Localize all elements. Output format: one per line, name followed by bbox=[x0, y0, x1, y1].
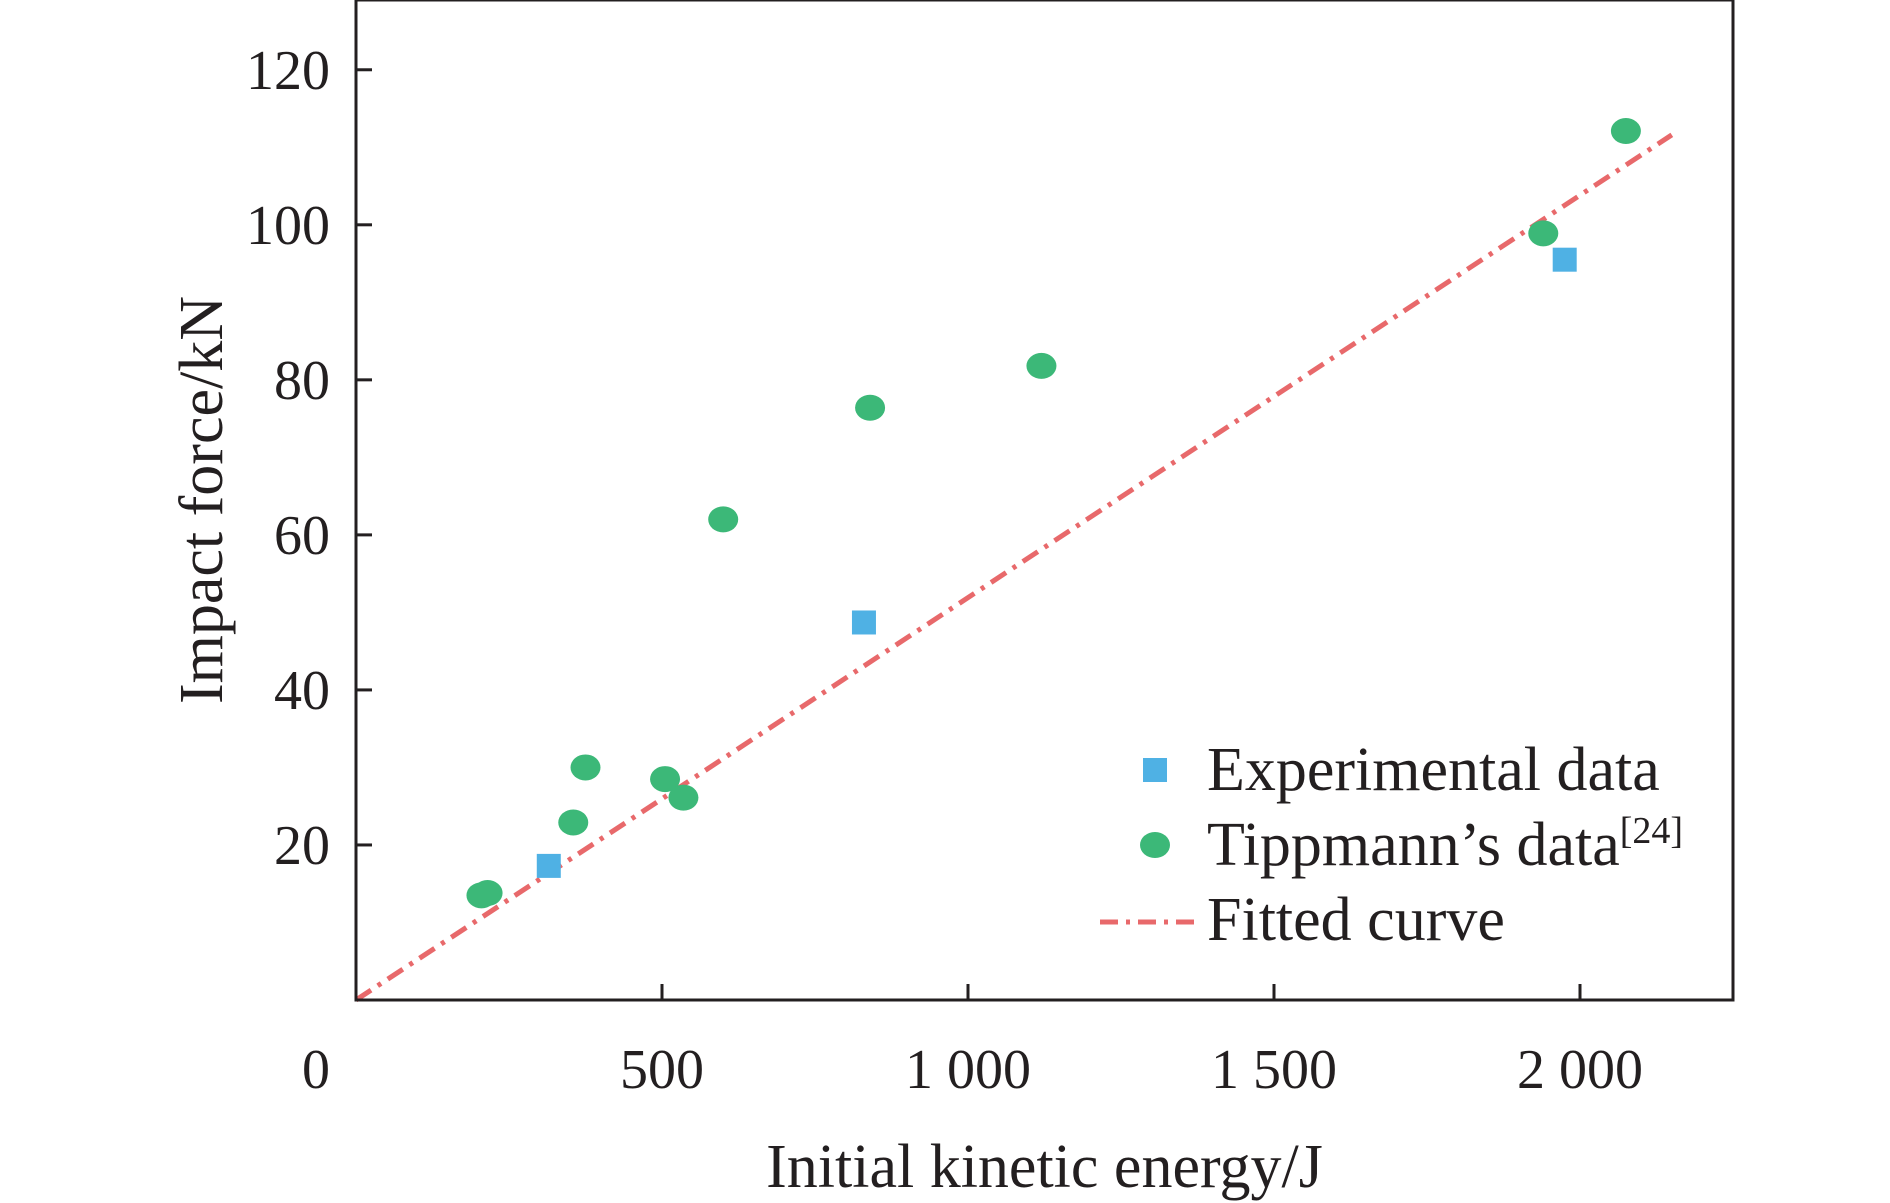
x-tick-label: 0 bbox=[302, 1039, 330, 1101]
legend-label-tippmann: Tippmann’s data[24] bbox=[1207, 810, 1683, 879]
data-points-layer bbox=[466, 118, 1641, 909]
legend-label-fitted: Fitted curve bbox=[1207, 886, 1505, 954]
y-tick-label: 40 bbox=[274, 660, 330, 722]
legend-label-experimental: Experimental data bbox=[1207, 736, 1660, 804]
tippmann-data-point bbox=[558, 809, 589, 836]
y-tick-label: 100 bbox=[246, 195, 330, 257]
tippmann-data-point bbox=[1610, 118, 1641, 145]
y-tick-label: 80 bbox=[274, 350, 330, 412]
fitted-curve-layer bbox=[354, 132, 1674, 1003]
legend-label-tippmann-ref: [24] bbox=[1620, 810, 1683, 852]
y-axis-title: Impact force/kN bbox=[168, 296, 236, 704]
x-tick-label: 500 bbox=[620, 1039, 704, 1101]
tippmann-data-point bbox=[855, 394, 886, 421]
tippmann-data-point bbox=[708, 506, 739, 533]
tippmann-data-point bbox=[668, 784, 699, 811]
tippmann-data-point bbox=[1026, 352, 1057, 379]
fitted-curve-line bbox=[354, 132, 1674, 1003]
x-axis-title: Initial kinetic energy/J bbox=[766, 1133, 1323, 1201]
x-tick-label: 1 000 bbox=[905, 1039, 1031, 1101]
experimental-data-point bbox=[851, 610, 876, 635]
legend-marker-experimental bbox=[1143, 758, 1167, 782]
plot-area-frame bbox=[354, 0, 1735, 1002]
legend-label-tippmann-name: Tippmann’s data bbox=[1207, 811, 1620, 879]
y-tick-label: 120 bbox=[246, 40, 330, 102]
y-tick-label: 20 bbox=[274, 815, 330, 877]
legend: Experimental data Tippmann’s data[24] Fi… bbox=[1100, 736, 1683, 954]
legend-marker-tippmann bbox=[1140, 832, 1170, 858]
experimental-data-point bbox=[536, 853, 561, 878]
axis-ticks: 0 500 1 000 1 500 2 000 20 40 60 80 100 120 bbox=[246, 40, 1643, 1101]
x-tick-label: 2 000 bbox=[1517, 1039, 1643, 1101]
tippmann-data-point bbox=[570, 754, 601, 781]
y-tick-label: 60 bbox=[274, 505, 330, 567]
tippmann-data-point bbox=[650, 766, 681, 793]
tippmann-data-point bbox=[1528, 220, 1559, 247]
experimental-data-point bbox=[1552, 247, 1577, 272]
x-tick-label: 1 500 bbox=[1211, 1039, 1337, 1101]
tippmann-data-point bbox=[472, 880, 503, 907]
